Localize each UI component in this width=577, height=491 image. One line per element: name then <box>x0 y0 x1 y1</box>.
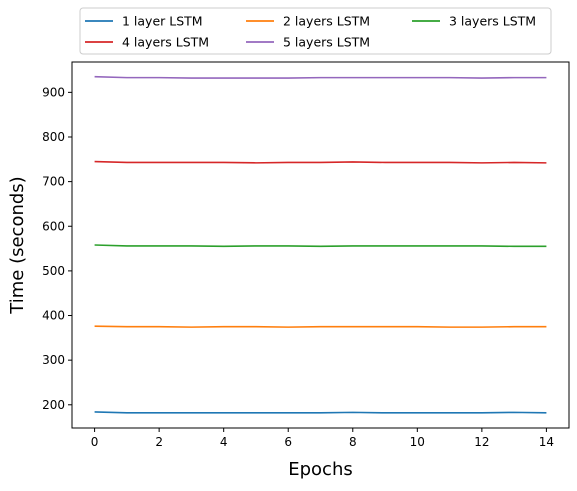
x-tick-label: 4 <box>220 435 228 449</box>
legend-label: 5 layers LSTM <box>283 35 370 50</box>
legend: 1 layer LSTM 2 layers LSTM 3 layers LSTM 4 … <box>79 7 552 55</box>
y-tick-label: 200 <box>42 398 65 412</box>
plot-area-frame <box>71 61 570 429</box>
x-axis-label: Epochs <box>288 459 353 480</box>
x-tick-label: 8 <box>349 435 357 449</box>
series-line-2 <box>94 325 547 328</box>
legend-label: 2 layers LSTM <box>283 14 370 29</box>
x-tick-label: 14 <box>539 435 554 449</box>
y-axis: 200 300 400 500 600 700 800 900 <box>42 85 72 412</box>
y-tick-label: 600 <box>42 219 65 233</box>
y-tick-label: 300 <box>42 353 65 367</box>
y-tick-label: 800 <box>42 130 65 144</box>
y-tick-label: 400 <box>42 309 65 323</box>
legend-label: 4 layers LSTM <box>122 35 209 50</box>
x-tick-label: 10 <box>410 435 425 449</box>
y-tick-label: 700 <box>42 175 65 189</box>
x-tick-label: 2 <box>155 435 163 449</box>
x-tick-label: 0 <box>91 435 99 449</box>
x-tick-label: 6 <box>284 435 292 449</box>
plot-lines <box>94 75 547 414</box>
series-line-4 <box>94 160 547 164</box>
legend-box <box>79 7 552 55</box>
x-tick-label: 12 <box>474 435 489 449</box>
series-line-5 <box>94 75 547 79</box>
legend-label: 3 layers LSTM <box>449 14 536 29</box>
x-axis: 0 2 4 6 8 10 12 14 <box>91 428 554 449</box>
y-tick-label: 900 <box>42 85 65 99</box>
series-line-1 <box>94 411 547 414</box>
y-tick-label: 500 <box>42 264 65 278</box>
legend-label: 1 layer LSTM <box>122 14 203 29</box>
y-axis-label: Time (seconds) <box>7 176 28 314</box>
series-line-3 <box>94 244 547 248</box>
